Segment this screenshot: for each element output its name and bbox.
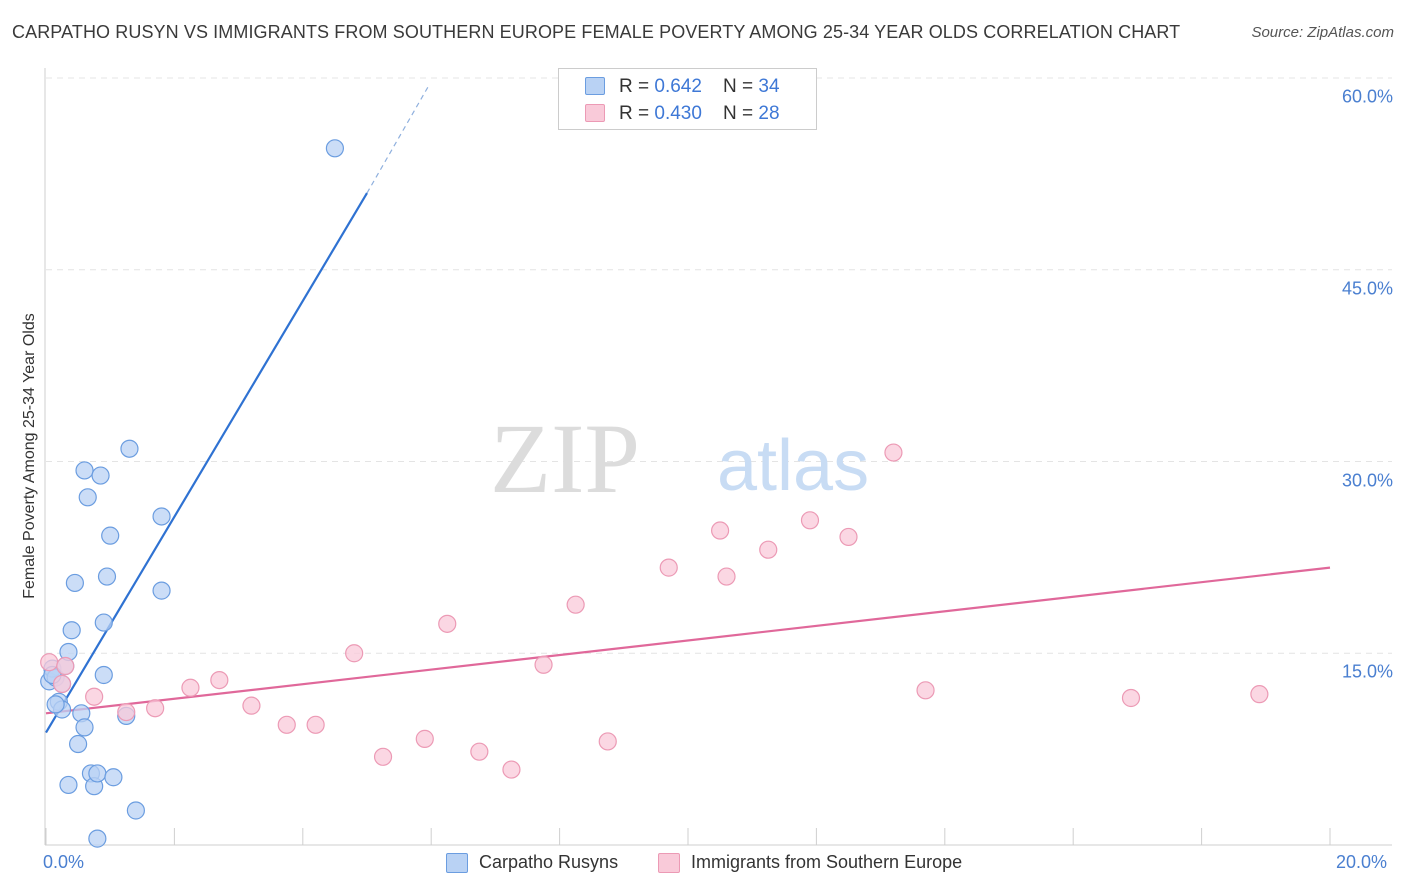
legend-swatch-blue [585,77,605,95]
point-s1-4 [117,702,136,722]
point-s1-13 [415,729,434,748]
legend-swatch-carpatho-rusyns [446,853,468,873]
point-s1-18 [566,595,585,614]
legend-swatch-immigrants [658,853,680,873]
data-points [40,139,1269,848]
point-s1-23 [759,540,778,559]
point-s0-20 [94,613,113,632]
trend-lines [45,86,1331,734]
point-s0-28 [152,507,171,526]
point-s1-26 [884,443,903,462]
chart-title: CARPATHO RUSYN VS IMMIGRANTS FROM SOUTHE… [12,22,1181,42]
point-s1-7 [210,670,229,690]
point-s1-0 [40,653,59,672]
n-label-blue: N = [723,76,759,97]
point-s1-28 [1121,688,1141,708]
x-tick-max: 20.0% [1336,852,1388,872]
point-s0-7 [62,621,81,640]
y-tick-label-2: 45.0% [1341,278,1393,299]
point-s0-21 [97,567,117,586]
n-value-blue: 34 [758,76,780,97]
point-s1-16 [502,760,521,779]
point-s0-29 [88,829,107,848]
chart-source: Source: ZipAtlas.com [1251,24,1394,41]
point-s1-8 [242,696,261,715]
y-tick-label-0: 15.0% [1341,661,1393,682]
point-s0-17 [59,775,78,795]
point-s1-27 [916,681,935,700]
point-s1-5 [146,699,165,718]
watermark-zip: ZIP [490,403,640,514]
point-s1-10 [306,715,325,734]
trend-line-extension-0 [366,86,429,194]
r-value-pink: 0.430 [654,103,702,124]
correlation-legend: R = 0.642 N = 34 R = 0.430 N = 28 [558,68,817,130]
point-s1-17 [534,655,553,674]
trend-line-0 [45,192,368,734]
point-s1-11 [345,644,364,663]
x-tick-min: 0.0% [43,852,85,872]
axes [44,68,1392,846]
point-s0-30 [325,139,344,158]
n-value-pink: 28 [758,103,780,124]
point-s1-21 [710,521,730,540]
point-s1-20 [659,558,678,577]
point-s0-23 [104,768,123,787]
point-s0-22 [101,526,120,545]
point-s1-19 [598,732,617,751]
point-s0-25 [120,439,139,458]
watermark-atlas: atlas [717,426,869,506]
y-tick-label-1: 30.0% [1341,470,1393,490]
point-s0-16 [88,764,107,783]
point-s1-22 [717,567,736,586]
point-s0-31 [46,695,65,714]
point-s0-13 [78,488,97,507]
point-s1-25 [839,527,858,547]
r-label-blue: R = [619,76,655,97]
point-s1-2 [52,674,72,694]
point-s1-14 [438,614,457,633]
r-label-pink: R = [619,103,655,124]
point-s0-18 [91,466,110,485]
point-s1-29 [1250,685,1269,704]
point-s0-8 [65,573,84,593]
point-s1-9 [277,715,296,734]
legend-swatch-pink [585,104,605,122]
legend-label-carpatho-rusyns: Carpatho Rusyns [479,852,619,872]
r-value-blue: 0.642 [654,76,702,97]
point-s0-12 [75,718,94,737]
point-s0-27 [152,581,171,600]
n-label-pink: N = [723,103,759,124]
point-s1-15 [470,742,489,761]
point-s0-11 [75,461,94,480]
legend-label-immigrants: Immigrants from Southern Europe [691,852,963,872]
point-s0-19 [94,665,113,685]
point-s1-6 [181,678,200,697]
y-tick-label-3: 60.0% [1341,86,1393,107]
point-s1-3 [85,687,104,706]
gridlines [46,77,1392,654]
point-s1-24 [800,511,820,530]
point-s0-26 [126,801,145,820]
point-s1-1 [56,656,75,676]
trend-line-1 [45,566,1331,715]
point-s0-9 [68,734,88,754]
point-s1-12 [373,747,393,766]
